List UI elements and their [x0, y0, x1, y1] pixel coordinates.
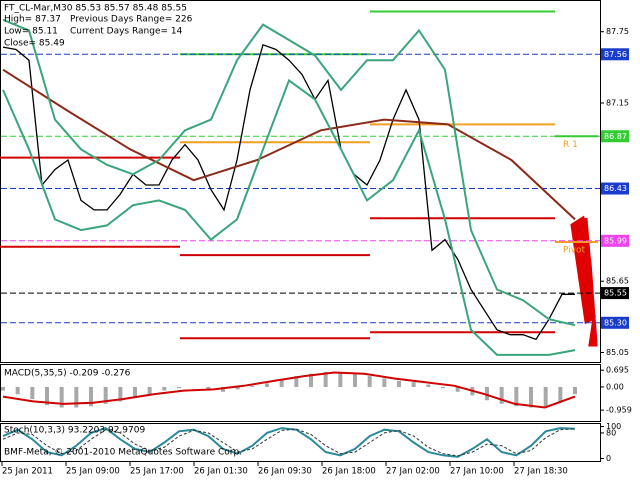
macd-bar [235, 386, 240, 390]
macd-bar [103, 386, 108, 404]
series-ma [2, 68, 576, 221]
high: High= 87.37 [4, 15, 61, 25]
y-tick-label: 85.65 [606, 277, 629, 286]
symbol: FT_CL-Mar,M30 85.53 85.57 85.48 85.55 [4, 4, 187, 14]
prev-range: Previous Days Range= 226 [70, 15, 193, 25]
y-tick-label: 0.00 [606, 382, 624, 391]
y-tick-label: 80 [606, 428, 616, 437]
time-label: 26 Jan 09:30 [258, 467, 312, 477]
macd-signal [2, 371, 576, 409]
level-box [601, 316, 629, 329]
macd-bar [206, 386, 211, 390]
red-arrow [570, 215, 598, 347]
macd-bar [89, 386, 93, 407]
level-label: 85.99 [604, 236, 627, 245]
stoch-signal [2, 428, 576, 457]
level-box [601, 48, 629, 61]
series-close [2, 43, 575, 341]
macd-bar [221, 386, 225, 392]
low: Low= 85.11 [4, 27, 58, 37]
macd-bar [162, 386, 167, 391]
level-label: 87.56 [604, 50, 627, 59]
macd-bar [367, 376, 372, 387]
y-tick-label: 0.695 [606, 366, 629, 375]
macd-bar [250, 385, 255, 387]
level-label: 86.43 [604, 184, 627, 193]
macd-bar [265, 383, 269, 387]
macd-bar [15, 386, 20, 395]
level-box [601, 287, 629, 300]
macd-bar [338, 372, 343, 387]
close: Close= 85.49 [4, 39, 65, 49]
macd-bar [147, 386, 152, 395]
macd-bar [309, 373, 313, 387]
level-label: 85.30 [604, 318, 627, 327]
main-panel [0, 0, 601, 363]
macd-bar [59, 386, 64, 408]
macd-bar [294, 376, 299, 387]
cur-range: Current Days Range= 14 [70, 27, 183, 37]
macd-bar [279, 379, 284, 387]
time-label: 25 Jan 17:00 [130, 467, 184, 477]
series-band-lower [2, 78, 576, 356]
macd-bar [411, 382, 416, 387]
macd-bar [573, 386, 577, 395]
macd-bar [45, 386, 49, 406]
stoch-title: Stoch(10,3,3) 93.2203 92.9709 [4, 426, 145, 436]
time-label: 26 Jan 18:00 [322, 467, 376, 477]
time-label: 27 Jan 10:00 [450, 467, 504, 477]
macd-title: MACD(5,35,5) -0.209 -0.276 [4, 369, 131, 379]
copyright: BMF-Meta, © 2001-2010 MetaQuotes Softwar… [4, 448, 242, 458]
y-tick-label: 85.05 [606, 348, 629, 357]
macd-bar [558, 386, 563, 402]
level-label: 86.87 [604, 132, 627, 141]
time-label: 26 Jan 01:30 [194, 467, 248, 477]
macd-bar [499, 386, 504, 404]
macd-bar [397, 380, 401, 387]
macd-bar [485, 386, 489, 401]
macd-bar [514, 386, 519, 407]
macd-bar [455, 386, 460, 392]
macd-bar [30, 386, 35, 400]
stoch-main [2, 426, 576, 458]
macd-bar [529, 386, 533, 408]
macd-bar [382, 378, 387, 387]
macd-bar [353, 373, 357, 387]
y-tick-label: 87.75 [606, 27, 629, 36]
y-tick-label: 100 [606, 422, 621, 431]
macd-bar [133, 386, 137, 398]
macd-bar [177, 386, 181, 389]
level-label: 85.55 [604, 289, 627, 298]
macd-bar [426, 384, 431, 387]
time-label: 27 Jan 18:30 [514, 467, 568, 477]
r1-label: R 1 [563, 140, 578, 150]
macd-bar [543, 386, 548, 407]
y-tick-label: 87.15 [606, 98, 629, 107]
pivot-label: Pivot [563, 246, 586, 256]
series-band-upper [2, 18, 576, 327]
macd-bar [323, 372, 328, 387]
time-label: 25 Jan 2011 [2, 467, 53, 477]
level-box [601, 182, 629, 195]
level-box [601, 130, 629, 143]
y-tick-label: -0.959 [606, 406, 632, 415]
time-label: 25 Jan 09:00 [66, 467, 120, 477]
macd-bar [441, 386, 445, 389]
macd-bar [74, 386, 79, 408]
time-label: 27 Jan 02:00 [386, 467, 440, 477]
level-box [601, 234, 629, 247]
macd-bar [1, 386, 5, 391]
y-tick-label: 0 [606, 454, 611, 463]
macd-bar [118, 386, 123, 402]
